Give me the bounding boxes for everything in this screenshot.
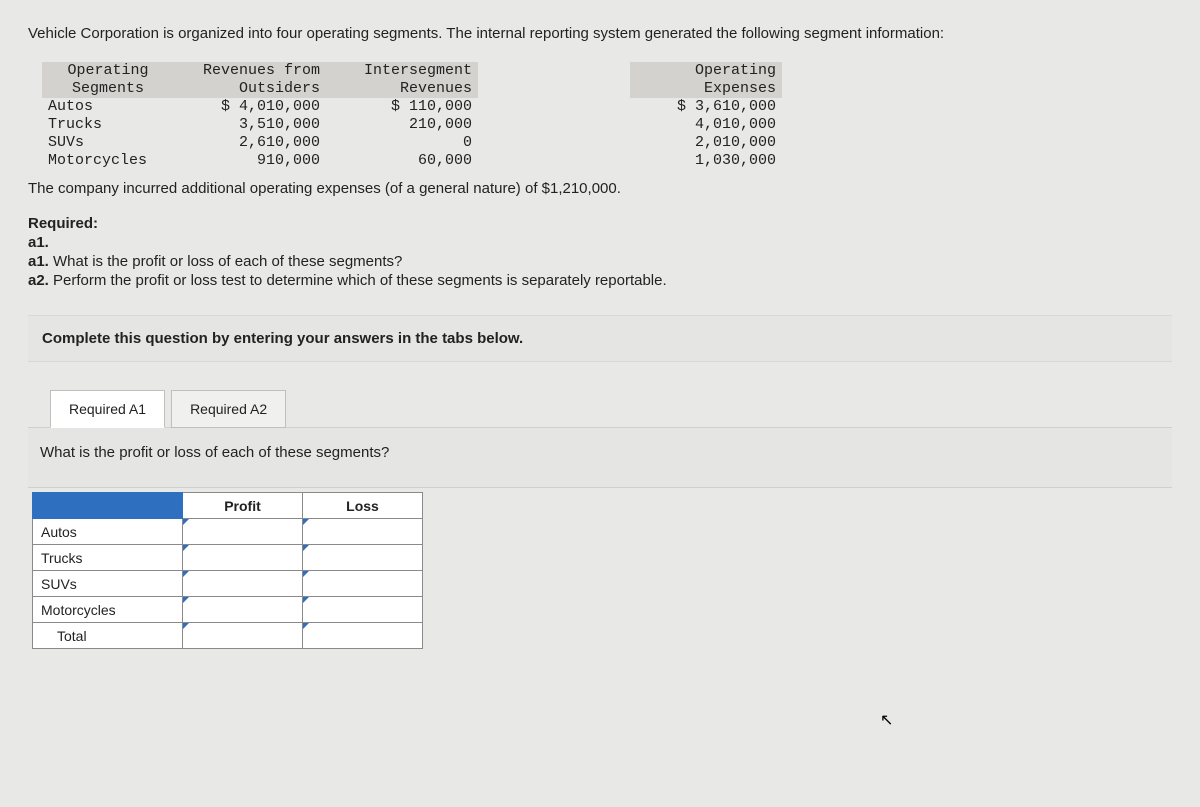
- question-text-a1: What is the profit or loss of each of th…: [28, 427, 1172, 488]
- segment-data-table: Operating Revenues from Intersegment Ope…: [42, 62, 782, 170]
- row-trucks: Trucks: [33, 545, 183, 571]
- table-row: Autos $ 4,010,000 $ 110,000 $ 3,610,000: [42, 98, 782, 116]
- hdr-exp-l1: Operating: [630, 62, 782, 80]
- tabs: Required A1 Required A2: [50, 390, 1172, 428]
- additional-expense-note: The company incurred additional operatin…: [28, 180, 1172, 197]
- required-heading: Required:: [28, 215, 1172, 232]
- input-autos-loss[interactable]: [303, 519, 423, 545]
- intro-text: Vehicle Corporation is organized into fo…: [28, 24, 1172, 44]
- input-motorcycles-profit[interactable]: [183, 597, 303, 623]
- instruction-band: Complete this question by entering your …: [28, 315, 1172, 362]
- input-total-profit[interactable]: [183, 623, 303, 649]
- tab-required-a1[interactable]: Required A1: [50, 390, 165, 428]
- col-profit: Profit: [183, 493, 303, 519]
- answer-table-corner: [33, 493, 183, 519]
- col-loss: Loss: [303, 493, 423, 519]
- hdr-rev-l2: Outsiders: [174, 80, 326, 98]
- input-trucks-profit[interactable]: [183, 545, 303, 571]
- input-trucks-loss[interactable]: [303, 545, 423, 571]
- row-motorcycles: Motorcycles: [33, 597, 183, 623]
- requirements-block: a1. What is the profit or loss of each o…: [28, 253, 1172, 289]
- input-suvs-loss[interactable]: [303, 571, 423, 597]
- row-autos: Autos: [33, 519, 183, 545]
- hdr-exp-l2: Expenses: [630, 80, 782, 98]
- hdr-rev-l1: Revenues from: [174, 62, 326, 80]
- input-autos-profit[interactable]: [183, 519, 303, 545]
- row-suvs: SUVs: [33, 571, 183, 597]
- hdr-seg-l1: Operating: [42, 62, 174, 80]
- hdr-int-l1: Intersegment: [326, 62, 478, 80]
- requirement-a1: a1. a1. What is the profit or loss of ea…: [28, 234, 1172, 251]
- table-row: Motorcycles 910,000 60,000 1,030,000: [42, 152, 782, 170]
- answer-table: Profit Loss Autos Trucks SUVs Motorcycle…: [32, 492, 423, 649]
- cursor-icon: ↖: [880, 710, 893, 730]
- row-total: Total: [33, 623, 183, 649]
- tab-required-a2[interactable]: Required A2: [171, 390, 286, 428]
- input-total-loss[interactable]: [303, 623, 423, 649]
- table-row: SUVs 2,610,000 0 2,010,000: [42, 134, 782, 152]
- hdr-int-l2: Revenues: [326, 80, 478, 98]
- hdr-seg-l2: Segments: [42, 80, 174, 98]
- input-suvs-profit[interactable]: [183, 571, 303, 597]
- input-motorcycles-loss[interactable]: [303, 597, 423, 623]
- table-row: Trucks 3,510,000 210,000 4,010,000: [42, 116, 782, 134]
